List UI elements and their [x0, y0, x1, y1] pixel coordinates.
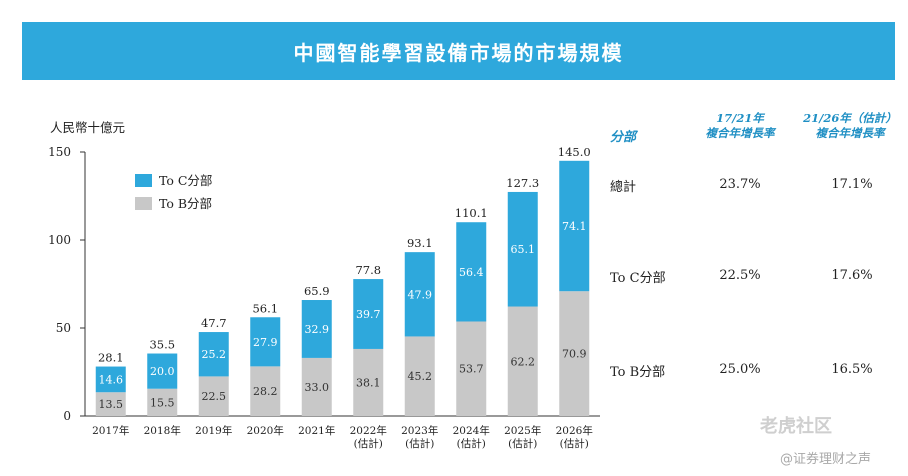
table-row-label-toc: To C分部: [610, 271, 666, 286]
data-label-toc: 32.9: [305, 323, 330, 336]
data-label-tob: 28.2: [253, 385, 278, 398]
x-tick-label: 2021年: [298, 424, 335, 437]
data-label-toc: 56.4: [459, 266, 484, 279]
bar-tob: [456, 321, 487, 416]
data-label-tob: 13.5: [99, 398, 124, 411]
data-label-toc: 65.1: [511, 243, 536, 256]
x-tick-label: (估計): [457, 437, 486, 450]
data-label-total: 28.1: [98, 351, 124, 365]
x-tick-label: (估計): [405, 437, 434, 450]
table-cagr1-total: 23.7%: [719, 177, 761, 192]
table-cagr1-tob: 25.0%: [719, 362, 761, 377]
data-label-tob: 62.2: [511, 355, 536, 368]
x-tick-label: 2025年: [504, 424, 541, 437]
table-header-cagr-17-21: 17/21年 複合年增長率: [705, 111, 775, 140]
x-tick-label: 2018年: [144, 424, 181, 437]
data-label-total: 127.3: [506, 176, 539, 190]
y-axis-label: 人民幣十億元: [50, 120, 125, 135]
y-tick-label: 0: [63, 409, 71, 423]
x-tick-label: 2026年: [556, 424, 593, 437]
stacked-bar-chart: 人民幣十億元 0 50 100 150 13.5 14.6 28.1 2017年 15.5 20.0…: [48, 120, 600, 450]
bar-toc: [95, 366, 126, 393]
table-header-cagr-21-26: 21/26年（估計） 複合年增長率: [803, 111, 897, 140]
table-header-segment: 分部: [610, 130, 637, 145]
bar-toc: [559, 160, 590, 292]
x-tick-label: 2017年: [92, 424, 129, 437]
bar-toc: [198, 332, 229, 377]
x-tick-label: 2024年: [453, 424, 490, 437]
data-label-toc: 27.9: [253, 336, 278, 349]
bar-tob: [353, 348, 384, 416]
x-tick-label: 2022年: [350, 424, 387, 437]
data-label-toc: 20.0: [150, 365, 175, 378]
table-row-label-total: 總計: [610, 180, 637, 195]
bar-toc: [353, 279, 384, 349]
watermark-account: @证券理财之声: [780, 452, 872, 467]
data-label-total: 65.9: [304, 284, 330, 298]
legend-label-toc: To C分部: [159, 173, 212, 188]
x-tick-label: (估計): [560, 437, 589, 450]
data-label-total: 56.1: [252, 301, 278, 315]
data-label-tob: 38.1: [356, 376, 381, 389]
data-label-toc: 47.9: [408, 288, 433, 301]
bar-tob: [559, 291, 590, 416]
bar-toc: [507, 191, 538, 307]
chart-title: 中國智能學習設備市場的市場規模: [22, 22, 895, 80]
bar-toc: [250, 317, 281, 367]
watermark-brand: 老虎社区: [760, 416, 832, 437]
x-tick-label: 2019年: [195, 424, 232, 437]
data-label-total: 47.7: [201, 316, 227, 330]
bar-tob: [250, 366, 281, 416]
table-cagr2-toc: 17.6%: [831, 268, 873, 283]
bar-toc: [404, 252, 435, 337]
table-row-label-tob: To B分部: [610, 365, 666, 380]
y-tick-label: 100: [48, 233, 71, 247]
data-label-tob: 70.9: [562, 348, 587, 361]
bar-toc: [456, 222, 487, 322]
data-label-tob: 45.2: [408, 370, 433, 383]
data-label-tob: 33.0: [305, 381, 330, 394]
bar-tob: [507, 306, 538, 416]
data-label-toc: 14.6: [99, 373, 124, 386]
bar-tob: [198, 376, 229, 416]
data-label-total: 93.1: [407, 236, 433, 250]
legend-swatch-toc: [135, 174, 152, 187]
bar-tob: [404, 336, 435, 416]
bar-tob: [301, 357, 332, 416]
bar-toc: [147, 353, 178, 389]
bar-tob: [95, 392, 126, 416]
data-label-total: 35.5: [149, 338, 175, 352]
x-tick-label: 2020年: [247, 424, 284, 437]
data-label-total: 145.0: [558, 145, 591, 159]
table-cagr1-toc: 22.5%: [719, 268, 761, 283]
y-tick-label: 150: [48, 145, 71, 159]
legend-label-tob: To B分部: [159, 196, 212, 211]
data-label-tob: 53.7: [459, 363, 484, 376]
data-label-toc: 39.7: [356, 308, 381, 321]
bar-toc: [301, 300, 332, 358]
y-tick-label: 50: [56, 321, 71, 335]
x-tick-label: (估計): [354, 437, 383, 450]
data-label-toc: 74.1: [562, 220, 587, 233]
table-cagr2-total: 17.1%: [831, 177, 873, 192]
x-tick-label: 2023年: [401, 424, 438, 437]
data-label-total: 110.1: [455, 206, 488, 220]
table-cagr2-tob: 16.5%: [831, 362, 873, 377]
x-tick-label: (估計): [508, 437, 537, 450]
data-label-tob: 22.5: [202, 390, 227, 403]
data-label-tob: 15.5: [150, 396, 175, 409]
data-label-total: 77.8: [355, 263, 381, 277]
bar-tob: [147, 388, 178, 416]
legend-swatch-tob: [135, 197, 152, 210]
data-label-toc: 25.2: [202, 348, 227, 361]
